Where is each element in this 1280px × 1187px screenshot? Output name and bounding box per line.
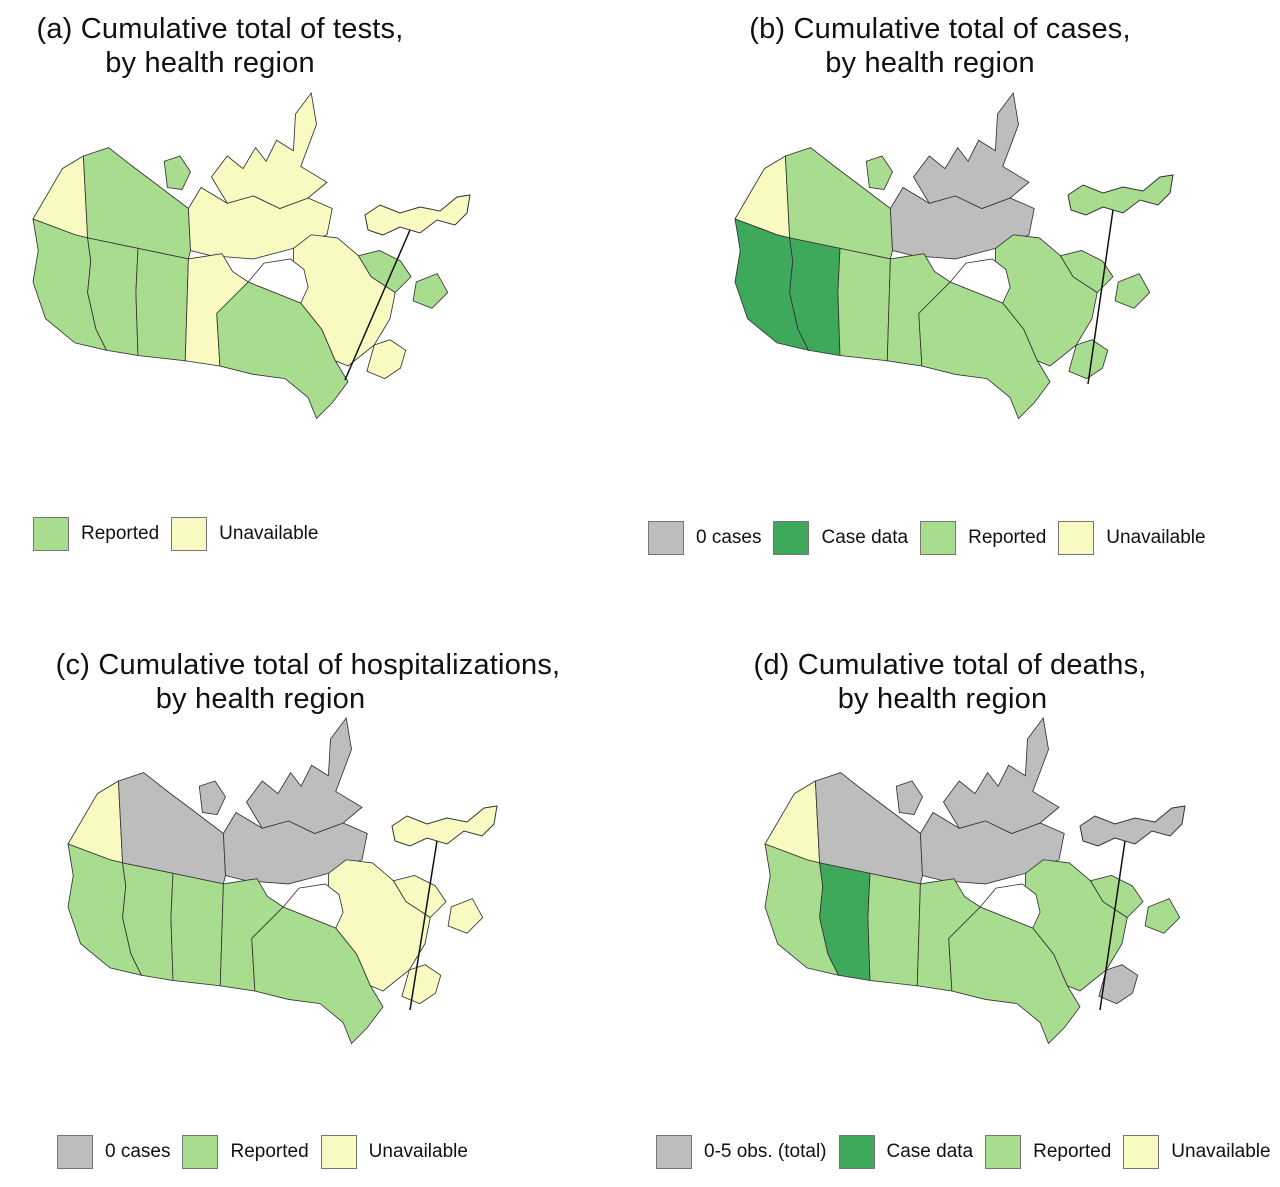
legend-label: 0 cases bbox=[105, 1141, 170, 1163]
region-arctic bbox=[211, 93, 327, 209]
panel-deaths: (d) Cumulative total of deaths, by healt… bbox=[640, 593, 1280, 1186]
legend-swatch bbox=[656, 1135, 692, 1169]
legend-swatch bbox=[773, 521, 809, 555]
legend-item-reported: Reported bbox=[920, 521, 1046, 555]
pei-inset bbox=[1068, 175, 1173, 215]
legend-item-zero-cases: 0 cases bbox=[648, 521, 761, 555]
region-sask bbox=[838, 248, 891, 360]
legend-swatch bbox=[1058, 521, 1094, 555]
legend-swatch bbox=[839, 1135, 875, 1169]
legend-swatch bbox=[1123, 1135, 1159, 1169]
legend-label: Reported bbox=[81, 523, 159, 545]
legend-swatch bbox=[920, 521, 956, 555]
panel-tests: (a) Cumulative total of tests, by health… bbox=[0, 0, 640, 593]
region-sask bbox=[868, 873, 921, 985]
map-regions bbox=[735, 93, 1150, 419]
legend: 0-5 obs. (total) Case data Reported Unav… bbox=[656, 1135, 1280, 1169]
panel-hospitalizations: (c) Cumulative total of hospitalizations… bbox=[0, 593, 640, 1186]
legend-item-unavailable: Unavailable bbox=[171, 517, 318, 551]
canada-map bbox=[0, 0, 640, 593]
legend-swatch bbox=[985, 1135, 1021, 1169]
panel-cases: (b) Cumulative total of cases, by health… bbox=[640, 0, 1280, 593]
legend-label: Unavailable bbox=[369, 1141, 468, 1163]
pei-inset bbox=[1080, 806, 1185, 846]
region-newfoundland bbox=[1115, 274, 1150, 309]
legend-label: 0 cases bbox=[696, 527, 761, 549]
legend-swatch bbox=[182, 1135, 218, 1169]
legend-label: 0-5 obs. (total) bbox=[704, 1141, 827, 1163]
legend-item-case-data: Case data bbox=[839, 1135, 974, 1169]
canada-map bbox=[640, 593, 1280, 1186]
legend-item-low-obs: 0-5 obs. (total) bbox=[656, 1135, 827, 1169]
canada-map bbox=[640, 0, 1280, 593]
region-arctic bbox=[914, 93, 1030, 209]
region-sask bbox=[136, 248, 189, 360]
region-sask bbox=[171, 873, 224, 985]
canada-map bbox=[0, 593, 640, 1186]
pei-inset bbox=[365, 195, 470, 235]
pei-inset bbox=[392, 806, 497, 846]
region-arctic bbox=[246, 718, 362, 834]
legend-item-unavailable: Unavailable bbox=[321, 1135, 468, 1169]
legend: Reported Unavailable bbox=[33, 517, 330, 551]
region-arctic_west bbox=[896, 781, 922, 815]
legend-swatch bbox=[648, 521, 684, 555]
legend-item-reported: Reported bbox=[33, 517, 159, 551]
legend-label: Reported bbox=[1033, 1141, 1111, 1163]
region-newfoundland bbox=[448, 899, 483, 934]
map-regions bbox=[33, 93, 448, 419]
legend-item-unavailable: Unavailable bbox=[1123, 1135, 1270, 1169]
legend-item-reported: Reported bbox=[182, 1135, 308, 1169]
region-newfoundland bbox=[413, 274, 448, 309]
legend-swatch bbox=[321, 1135, 357, 1169]
legend-item-zero-cases: 0 cases bbox=[57, 1135, 170, 1169]
region-arctic_west bbox=[866, 156, 892, 190]
legend-item-unavailable: Unavailable bbox=[1058, 521, 1205, 555]
legend-swatch bbox=[33, 517, 69, 551]
legend-label: Reported bbox=[968, 527, 1046, 549]
legend-label: Unavailable bbox=[219, 523, 318, 545]
legend-item-reported: Reported bbox=[985, 1135, 1111, 1169]
region-arctic_west bbox=[164, 156, 190, 190]
legend-label: Reported bbox=[230, 1141, 308, 1163]
legend-label: Unavailable bbox=[1106, 527, 1205, 549]
map-regions bbox=[765, 718, 1180, 1044]
region-arctic bbox=[944, 718, 1060, 834]
legend-label: Case data bbox=[887, 1141, 974, 1163]
legend-swatch bbox=[57, 1135, 93, 1169]
legend-label: Case data bbox=[821, 527, 908, 549]
legend-swatch bbox=[171, 517, 207, 551]
region-arctic_west bbox=[199, 781, 225, 815]
map-regions bbox=[68, 718, 483, 1044]
region-newfoundland bbox=[1145, 899, 1180, 934]
legend: 0 cases Reported Unavailable bbox=[57, 1135, 480, 1169]
legend: 0 cases Case data Reported Unavailable bbox=[648, 521, 1218, 555]
legend-item-case-data: Case data bbox=[773, 521, 908, 555]
legend-label: Unavailable bbox=[1171, 1141, 1270, 1163]
